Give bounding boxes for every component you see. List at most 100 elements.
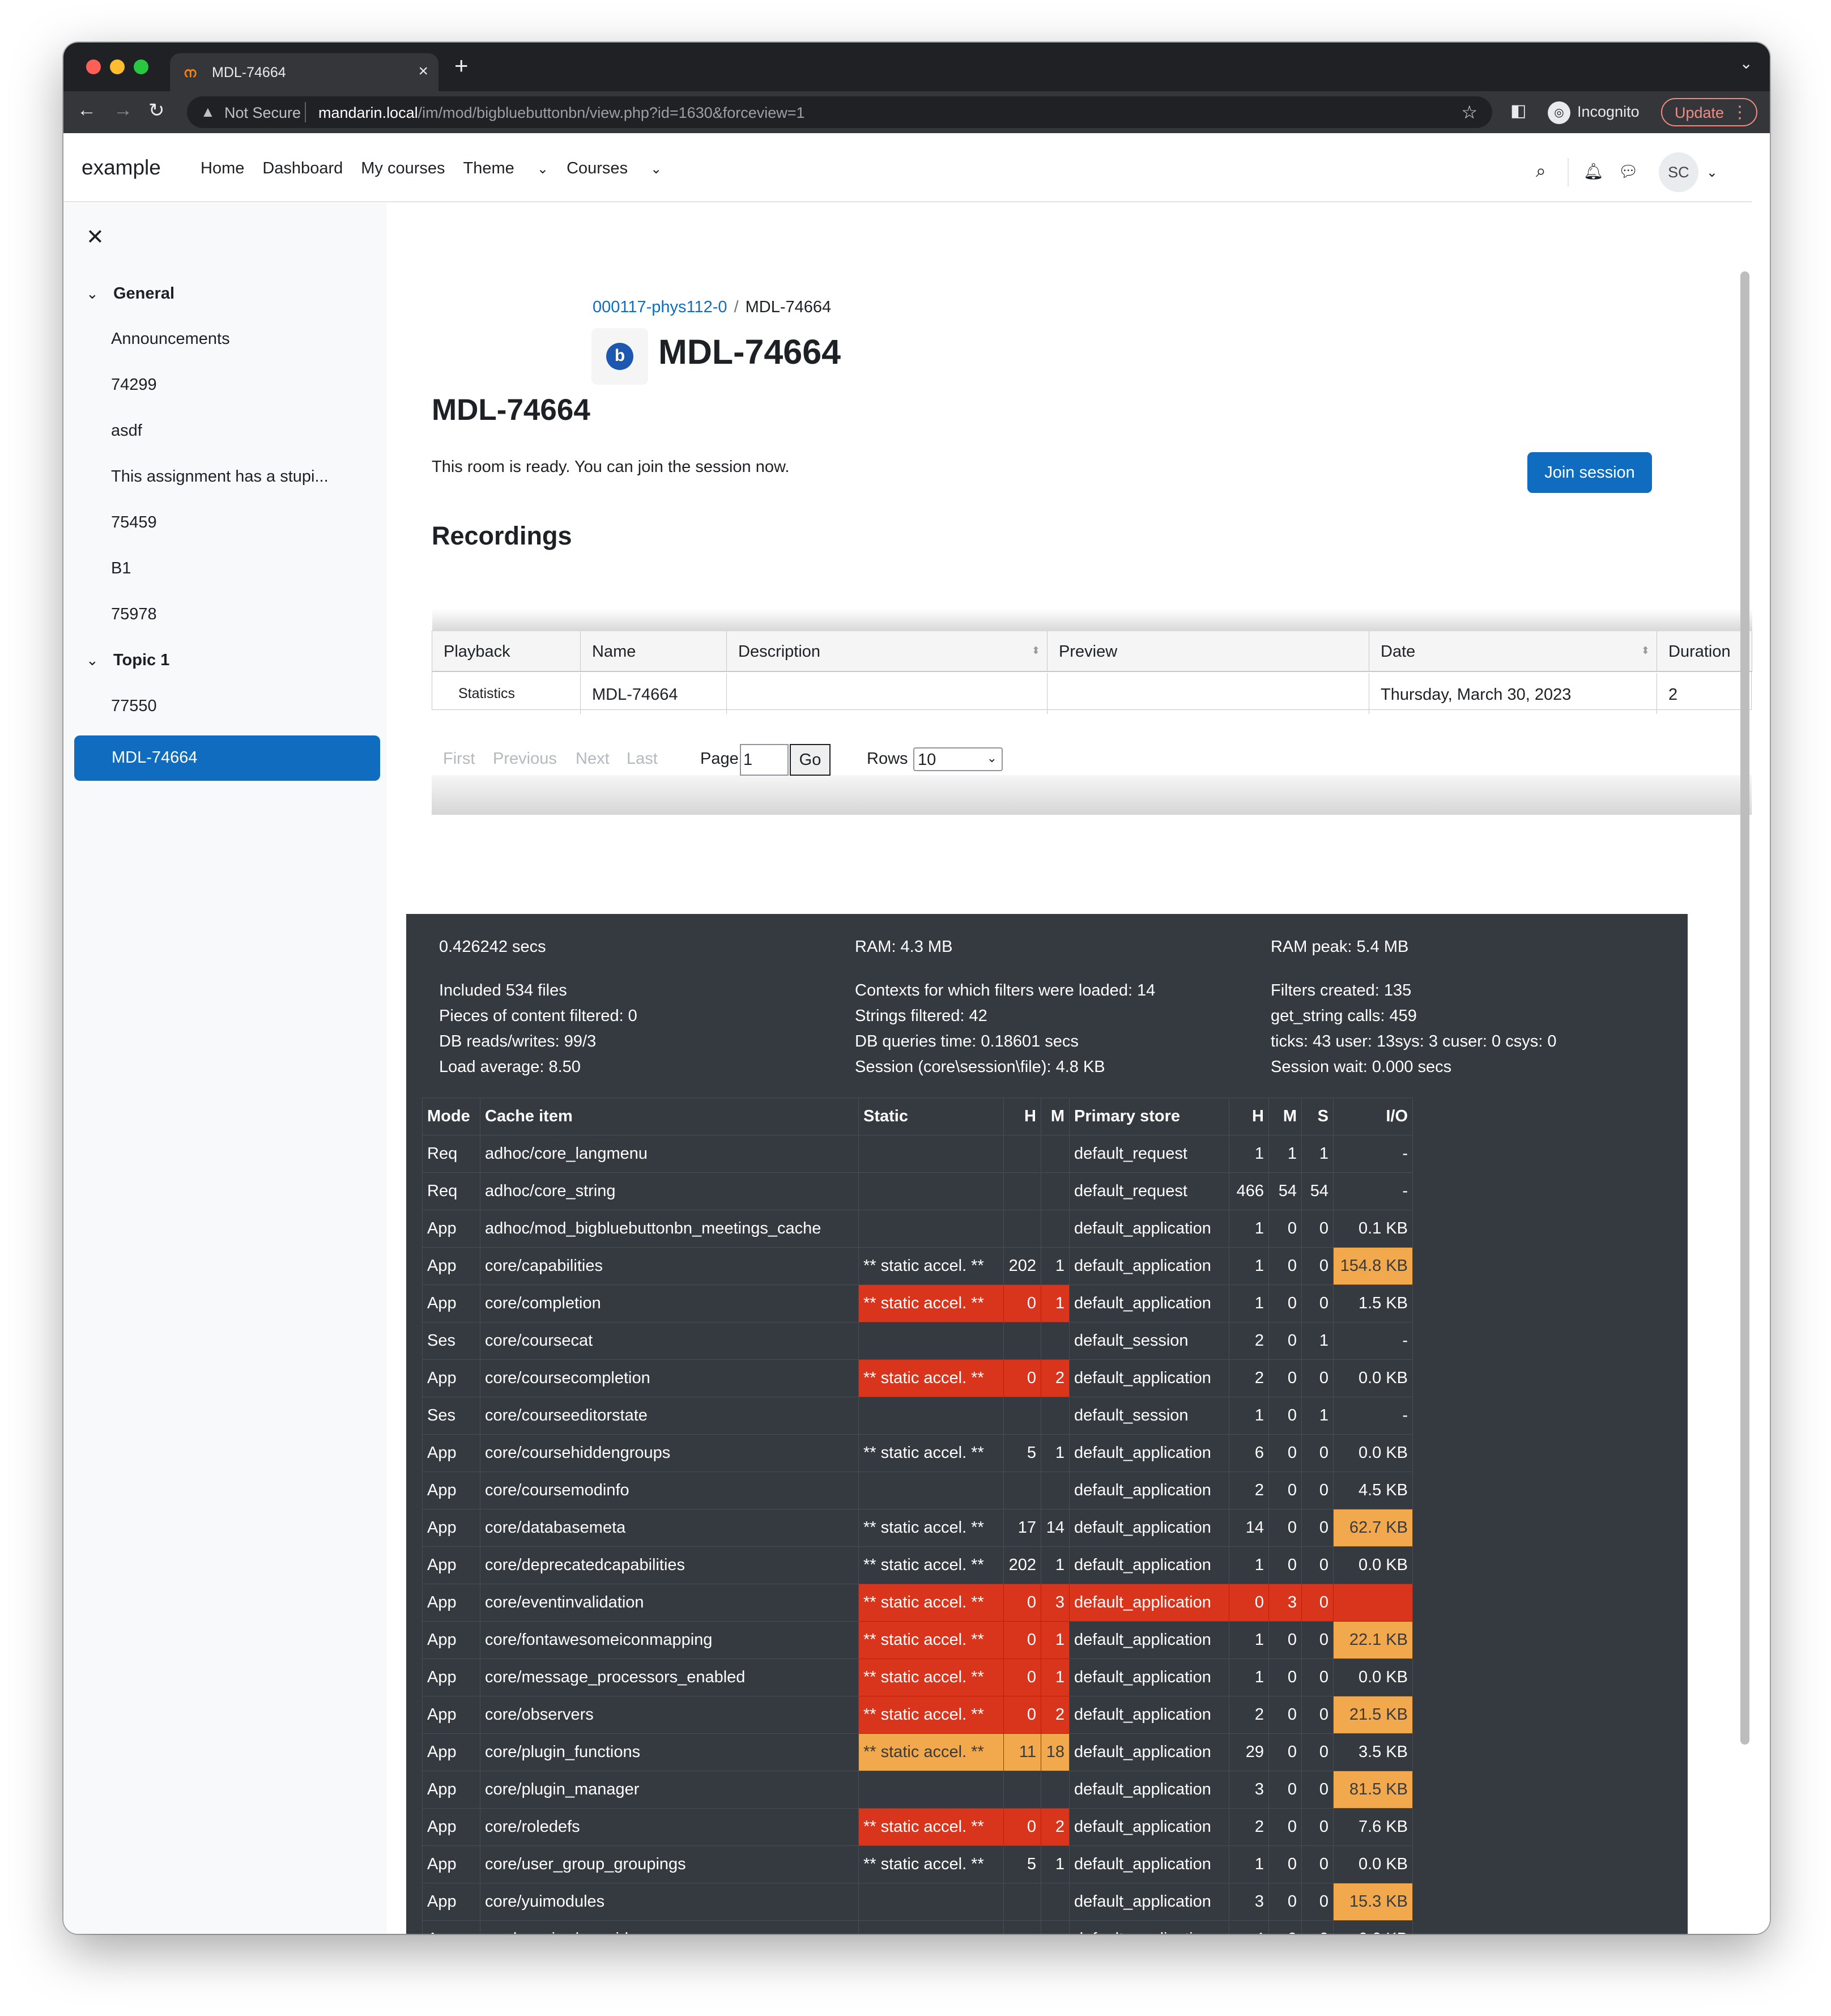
recording-description[interactable] [727, 673, 1047, 714]
cache-static: ** static accel. ** [858, 1285, 1004, 1322]
tab-search-chevron-icon[interactable]: ⌄ [1739, 54, 1753, 72]
cache-static-misses [1041, 1172, 1070, 1210]
pager-last[interactable]: Last [627, 750, 658, 768]
breadcrumb-separator: / [734, 298, 739, 316]
cache-hits: 1 [1229, 1135, 1269, 1173]
cache-mode: Req [422, 1172, 480, 1210]
cache-sets: 0 [1301, 1434, 1334, 1472]
minimize-window-button[interactable] [110, 59, 125, 74]
side-panel-icon[interactable]: ◧ [1510, 101, 1527, 120]
pager-go-button[interactable]: Go [790, 744, 831, 776]
col-playback[interactable]: Playback [432, 631, 581, 672]
perf-time: 0.426242 secs [439, 938, 546, 956]
security-label[interactable]: Not Secure [224, 104, 301, 121]
page-scrollbar[interactable] [1740, 271, 1749, 1745]
back-icon[interactable]: ← [77, 99, 96, 121]
section-general[interactable]: ⌄ General [86, 284, 174, 303]
cache-misses: 0 [1268, 1808, 1302, 1846]
cache-hits: 2 [1229, 1322, 1269, 1360]
close-window-button[interactable] [86, 59, 101, 74]
drawer-item-74299[interactable]: 74299 [111, 376, 157, 394]
cache-hits: 4 [1229, 1920, 1269, 1934]
user-menu-chevron-icon[interactable]: ⌄ [1706, 165, 1718, 181]
cache-misses: 0 [1268, 1471, 1302, 1509]
drawer-item-assignment[interactable]: This assignment has a stupi... [111, 467, 329, 486]
update-button[interactable]: Update ⋮ [1661, 98, 1757, 126]
drawer-item-asdf[interactable]: asdf [111, 422, 142, 440]
cache-hits: 1 [1229, 1845, 1269, 1883]
notifications-bell-icon[interactable]: 🔔︎ [1583, 163, 1604, 181]
cache-mode: App [422, 1920, 480, 1934]
col-date[interactable]: Date ⬍ [1369, 631, 1657, 672]
col-name[interactable]: Name [581, 631, 727, 672]
col-duration[interactable]: Duration [1657, 631, 1752, 672]
drawer-item-75978[interactable]: 75978 [111, 605, 157, 623]
search-icon[interactable]: ⌕ [1535, 160, 1546, 181]
address-bar[interactable]: ▲ Not Secure mandarin.local/im/mod/bigbl… [187, 96, 1492, 128]
cache-io: 22.1 KB [1333, 1621, 1413, 1659]
cache-sets: 0 [1301, 1658, 1334, 1696]
close-drawer-icon[interactable]: ✕ [86, 226, 104, 249]
col-preview[interactable]: Preview [1047, 631, 1369, 672]
nav-theme[interactable]: Theme ⌄ [463, 159, 549, 177]
recording-playback-statistics[interactable]: Statistics [432, 673, 581, 714]
cache-table-body: Req adhoc/core_langmenu default_request 1 1 1… [422, 1135, 1413, 1934]
drawer-item-77550[interactable]: 77550 [111, 697, 157, 715]
nav-dashboard[interactable]: Dashboard [262, 159, 343, 177]
nav-courses[interactable]: Courses ⌄ [567, 159, 662, 177]
pager-rows-select[interactable]: 10 ⌄ [913, 747, 1003, 771]
cache-mode: App [422, 1546, 480, 1584]
drawer-item-announcements[interactable]: Announcements [111, 330, 230, 348]
cache-mode: Req [422, 1135, 480, 1173]
bookmark-star-icon[interactable]: ☆ [1461, 102, 1477, 122]
pager-page-input[interactable]: 1 [740, 744, 789, 776]
perf-session-wait: Session wait: 0.000 secs [1271, 1058, 1452, 1076]
cache-hits: 2 [1229, 1696, 1269, 1734]
nav-my-courses[interactable]: My courses [361, 159, 445, 177]
col-description[interactable]: Description ⬍ [727, 631, 1047, 672]
cache-mode: App [422, 1285, 480, 1322]
cache-item: adhoc/core_langmenu [480, 1135, 859, 1173]
navbar-divider [1567, 158, 1569, 186]
new-tab-icon[interactable]: + [454, 52, 469, 79]
join-session-button[interactable]: Join session [1527, 452, 1652, 493]
nav-home[interactable]: Home [201, 159, 245, 177]
cache-primary-store: default_application [1069, 1210, 1229, 1248]
zoom-window-button[interactable] [134, 59, 148, 74]
forward-icon[interactable]: → [113, 99, 133, 121]
drawer-item-75459[interactable]: 75459 [111, 513, 157, 531]
section-topic-1[interactable]: ⌄ Topic 1 [86, 651, 169, 670]
table-row: App core/user_group_groupings ** static ac… [422, 1845, 1413, 1883]
recording-name: MDL-74664 [581, 673, 727, 714]
pager-previous[interactable]: Previous [493, 750, 557, 768]
close-tab-icon[interactable]: × [418, 62, 428, 80]
cache-sets: 0 [1301, 1845, 1334, 1883]
cache-static-misses: 1 [1041, 1658, 1070, 1696]
messages-chat-icon[interactable]: 💬︎ [1618, 163, 1638, 181]
col-date-label: Date [1381, 643, 1416, 661]
table-row: App core/plugin_functions ** static accel.… [422, 1733, 1413, 1771]
drawer-item-b1[interactable]: B1 [111, 559, 131, 577]
cache-primary-store: default_application [1069, 1546, 1229, 1584]
cache-item: adhoc/mod_bigbluebuttonbn_meetings_cache [480, 1210, 859, 1248]
site-brand[interactable]: example [82, 156, 161, 179]
cache-io: 0.1 KB [1333, 1210, 1413, 1248]
cache-static: ** static accel. ** [858, 1509, 1004, 1547]
incognito-indicator[interactable]: ◎ Incognito [1548, 101, 1640, 124]
browser-tab[interactable]: ന MDL-74664 × [170, 53, 438, 91]
pager-first[interactable]: First [443, 750, 475, 768]
url-text[interactable]: mandarin.local/im/mod/bigbluebuttonbn/vi… [318, 104, 805, 122]
cache-sets: 0 [1301, 1696, 1334, 1734]
drawer-item-active[interactable]: MDL-74664 [74, 735, 380, 781]
cache-col-io: I/O [1333, 1098, 1413, 1135]
reload-icon[interactable]: ↻ [148, 100, 165, 121]
cache-hits: 3 [1229, 1771, 1269, 1809]
cache-mode: Ses [422, 1397, 480, 1435]
breadcrumb-course-link[interactable]: 000117-phys112-0 [593, 298, 727, 316]
pager-next[interactable]: Next [576, 750, 610, 768]
table-row: App core/deprecatedcapabilities ** static … [422, 1546, 1413, 1584]
table-row: Req adhoc/core_langmenu default_request 1 1 1… [422, 1135, 1413, 1173]
avatar[interactable]: SC [1658, 152, 1698, 192]
cache-primary-store: default_application [1069, 1584, 1229, 1622]
cache-static-hits: 5 [1003, 1845, 1041, 1883]
